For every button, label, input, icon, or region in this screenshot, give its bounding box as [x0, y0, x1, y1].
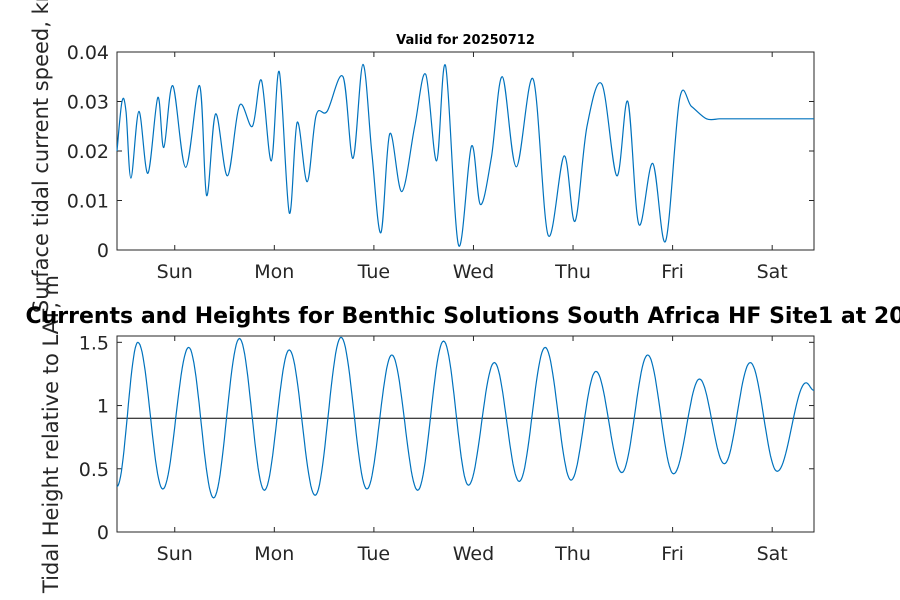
- x-tick-label: Sat: [757, 543, 788, 565]
- x-tick-label: Wed: [453, 543, 494, 565]
- current-speed-chart: Sun Mon Tue Wed Thu Fri Sat 00.010.020.030.04 …: [29, 0, 815, 313]
- y-tick-label: 0.03: [67, 92, 109, 114]
- x-tick-label: Tue: [357, 543, 390, 565]
- x-tick-label: Fri: [661, 261, 684, 283]
- x-tick-label: Mon: [254, 261, 294, 283]
- x-tick-label: Thu: [554, 261, 591, 283]
- x-tick-label: Mon: [254, 543, 294, 565]
- tidal-height-axes: [116, 335, 815, 533]
- y-tick-label: 1.5: [79, 332, 109, 354]
- tidal-height-chart: Sun Mon Tue Wed Thu Fri Sat 0 0.5 1 1.5 Tidal Hei…: [39, 275, 815, 594]
- y-tick-label: 0.04: [67, 42, 109, 64]
- x-tick-label: Fri: [661, 543, 684, 565]
- chart-title-valid-date: Valid for 20250712: [396, 33, 535, 48]
- x-tick-label: Sun: [157, 543, 193, 565]
- y-tick-label: 0.5: [79, 459, 109, 481]
- tidal-height-line: [116, 336, 815, 499]
- x-tick-label: Wed: [453, 261, 494, 283]
- current-speed-axes: [116, 51, 815, 251]
- y-tick-label: 0: [97, 240, 109, 262]
- x-tick-label: Sun: [157, 261, 193, 283]
- y-tick-label: 1: [97, 396, 109, 418]
- y-axis-label-tidal-height: Tidal Height relative to LAT, m: [39, 275, 63, 594]
- y-axis-label-current-speed: Surface tidal current speed, kn: [29, 0, 53, 313]
- x-tick-label: Tue: [357, 261, 390, 283]
- x-tick-label: Sat: [757, 261, 788, 283]
- y-tick-label: 0: [97, 522, 109, 544]
- main-title: Currents and Heights for Benthic Solutio…: [25, 304, 900, 329]
- y-tick-label: 0.02: [67, 141, 109, 163]
- x-tick-label: Thu: [554, 543, 591, 565]
- y-tick-label: 0.01: [67, 191, 109, 213]
- current-speed-line: [116, 63, 814, 247]
